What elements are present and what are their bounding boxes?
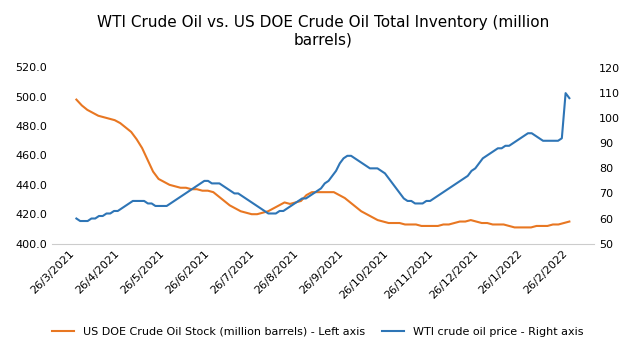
US DOE Crude Oil Stock (million barrels) - Left axis: [489, 222, 497, 227]
WTI crude oil price - Right axis: [227, 189, 234, 193]
US DOE Crude Oil Stock (million barrels) - Left axis: [511, 225, 518, 229]
US DOE Crude Oil Stock (million barrels) - Left axis: [133, 137, 140, 141]
WTI crude oil price - Right axis: [117, 206, 125, 211]
WTI crude oil price - Right axis: [475, 161, 483, 166]
US DOE Crude Oil Stock (million barrels) - Left axis: [566, 219, 573, 223]
Title: WTI Crude Oil vs. US DOE Crude Oil Total Inventory (million
barrels): WTI Crude Oil vs. US DOE Crude Oil Total…: [97, 15, 549, 48]
WTI crude oil price - Right axis: [137, 199, 144, 203]
US DOE Crude Oil Stock (million barrels) - Left axis: [72, 98, 80, 102]
US DOE Crude Oil Stock (million barrels) - Left axis: [554, 222, 562, 227]
Line: WTI crude oil price - Right axis: WTI crude oil price - Right axis: [76, 93, 570, 221]
WTI crude oil price - Right axis: [566, 96, 573, 100]
US DOE Crude Oil Stock (million barrels) - Left axis: [187, 187, 195, 191]
US DOE Crude Oil Stock (million barrels) - Left axis: [199, 189, 206, 193]
Legend: US DOE Crude Oil Stock (million barrels) - Left axis, WTI crude oil price - Righ: US DOE Crude Oil Stock (million barrels)…: [47, 323, 588, 341]
WTI crude oil price - Right axis: [72, 217, 80, 221]
Line: US DOE Crude Oil Stock (million barrels) - Left axis: US DOE Crude Oil Stock (million barrels)…: [76, 100, 570, 227]
WTI crude oil price - Right axis: [562, 91, 570, 95]
WTI crude oil price - Right axis: [471, 166, 479, 170]
WTI crude oil price - Right axis: [242, 196, 250, 201]
US DOE Crude Oil Stock (million barrels) - Left axis: [560, 221, 568, 225]
WTI crude oil price - Right axis: [76, 219, 84, 223]
